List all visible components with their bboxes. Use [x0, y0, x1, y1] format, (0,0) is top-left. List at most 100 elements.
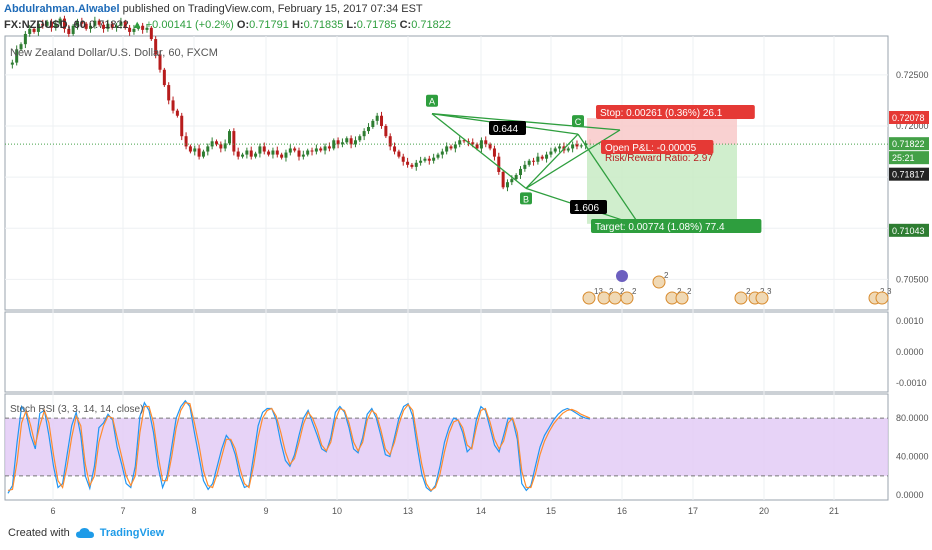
- candle-body: [275, 150, 279, 155]
- candle-body: [180, 115, 184, 137]
- candle-body: [349, 138, 353, 145]
- candle-body: [280, 154, 284, 158]
- price-label: 25:21: [892, 153, 915, 163]
- candle-body: [380, 115, 384, 126]
- event-count: 2: [620, 287, 625, 296]
- price-label-bg: [889, 151, 929, 165]
- candle-body: [67, 28, 71, 34]
- event-count: 2: [664, 271, 669, 280]
- candle-body: [80, 21, 84, 24]
- x-tick-label: 13: [403, 506, 413, 516]
- candle-body: [297, 150, 301, 157]
- chart-pane-2: [4, 311, 889, 393]
- candle-body: [458, 140, 462, 145]
- symbol[interactable]: FX:NZDUSD, 60: [4, 19, 86, 31]
- low-label: L:: [346, 19, 357, 31]
- candle-body: [154, 39, 158, 55]
- price-change: +0.00141 (+0.2%): [145, 19, 234, 31]
- main-chart-title: New Zealand Dollar/U.S. Dollar, 60, FXCM: [10, 47, 218, 59]
- price-label-bg: [889, 110, 929, 124]
- candle-body: [340, 142, 344, 145]
- candle-body: [89, 25, 93, 29]
- candle-body: [445, 146, 449, 152]
- candle-body: [162, 69, 166, 86]
- event-count: 2: [687, 287, 692, 296]
- candle-body: [58, 18, 62, 24]
- x-tick-label: 7: [120, 506, 125, 516]
- candle-body: [545, 154, 549, 159]
- candle-body: [301, 154, 305, 157]
- candle-body: [353, 140, 357, 145]
- event-count: 3: [887, 287, 892, 296]
- chart-pane-1: [4, 35, 889, 311]
- candle-body: [241, 154, 245, 157]
- close-label: C:: [399, 19, 412, 31]
- candle-body: [393, 146, 397, 152]
- candle-body: [128, 27, 132, 32]
- candle-body: [479, 140, 483, 149]
- author-name[interactable]: Abdulrahman.Alwabel: [4, 3, 120, 15]
- candle-body: [501, 171, 505, 188]
- candle-body: [249, 150, 253, 157]
- candle-body: [332, 140, 336, 149]
- price-label-bg: [889, 167, 929, 181]
- candle-body: [536, 156, 540, 162]
- x-tick-label: 8: [191, 506, 196, 516]
- price-label-bg: [889, 223, 929, 237]
- candle-body: [188, 146, 192, 152]
- y-tick-label: 0.72500: [896, 70, 929, 80]
- event-count: 2: [609, 287, 614, 296]
- price-label: 0.71043: [892, 226, 925, 236]
- pattern-point-c: [572, 115, 584, 128]
- price-label: 0.72078: [892, 113, 925, 123]
- candle-body: [214, 141, 218, 145]
- tradingview-logo[interactable]: TradingView: [99, 527, 165, 539]
- pattern-point-a: [426, 94, 438, 107]
- candle-body: [184, 136, 188, 147]
- low-value: 0.71785: [356, 19, 397, 31]
- candle-body: [271, 150, 275, 155]
- ratio-label: 0.644: [493, 124, 518, 135]
- candle-body: [175, 110, 179, 116]
- candle-body: [45, 21, 49, 26]
- candle-body: [288, 148, 292, 153]
- open-label: O:: [236, 19, 250, 31]
- y-tick-label: 80.0000: [896, 413, 929, 423]
- candle-body: [167, 85, 171, 101]
- event-count: 3: [767, 287, 772, 296]
- stoch-line-k: [7, 399, 591, 494]
- candles: [10, 15, 592, 192]
- x-tick-label: 21: [829, 506, 839, 516]
- candle-body: [254, 153, 258, 157]
- candle-body: [201, 151, 205, 157]
- candle-body: [362, 131, 366, 137]
- candle-body: [549, 151, 553, 155]
- y-tick-label: 0.0010: [896, 316, 924, 326]
- candle-body: [427, 158, 431, 161]
- candle-body: [462, 140, 466, 142]
- target-label-bg: [591, 219, 762, 233]
- candle-body: [219, 144, 223, 149]
- candle-body: [49, 21, 53, 28]
- candle-body: [527, 160, 531, 165]
- pattern-point-label: B: [523, 194, 529, 204]
- candle-body: [388, 136, 392, 147]
- stoch-title: Stoch RSI (3, 3, 14, 14, close): [10, 404, 143, 415]
- candle-body: [158, 54, 162, 70]
- candle-body: [106, 23, 110, 29]
- y-tick-label: -0.0010: [896, 378, 927, 388]
- candle-body: [523, 164, 527, 169]
- publish-line: Abdulrahman.Alwabel published on Trading…: [4, 3, 423, 15]
- candle-body: [28, 28, 32, 34]
- candle-body: [123, 21, 127, 28]
- event-flag-icon: [582, 291, 596, 305]
- candle-body: [553, 148, 557, 152]
- footer: Created with TradingView: [8, 527, 164, 539]
- pnl-label-bg: [601, 140, 714, 154]
- candle-body: [384, 125, 388, 137]
- candle-body: [15, 49, 19, 63]
- event-count: 13: [594, 287, 603, 296]
- candle-body: [558, 146, 562, 149]
- candle-body: [145, 27, 149, 30]
